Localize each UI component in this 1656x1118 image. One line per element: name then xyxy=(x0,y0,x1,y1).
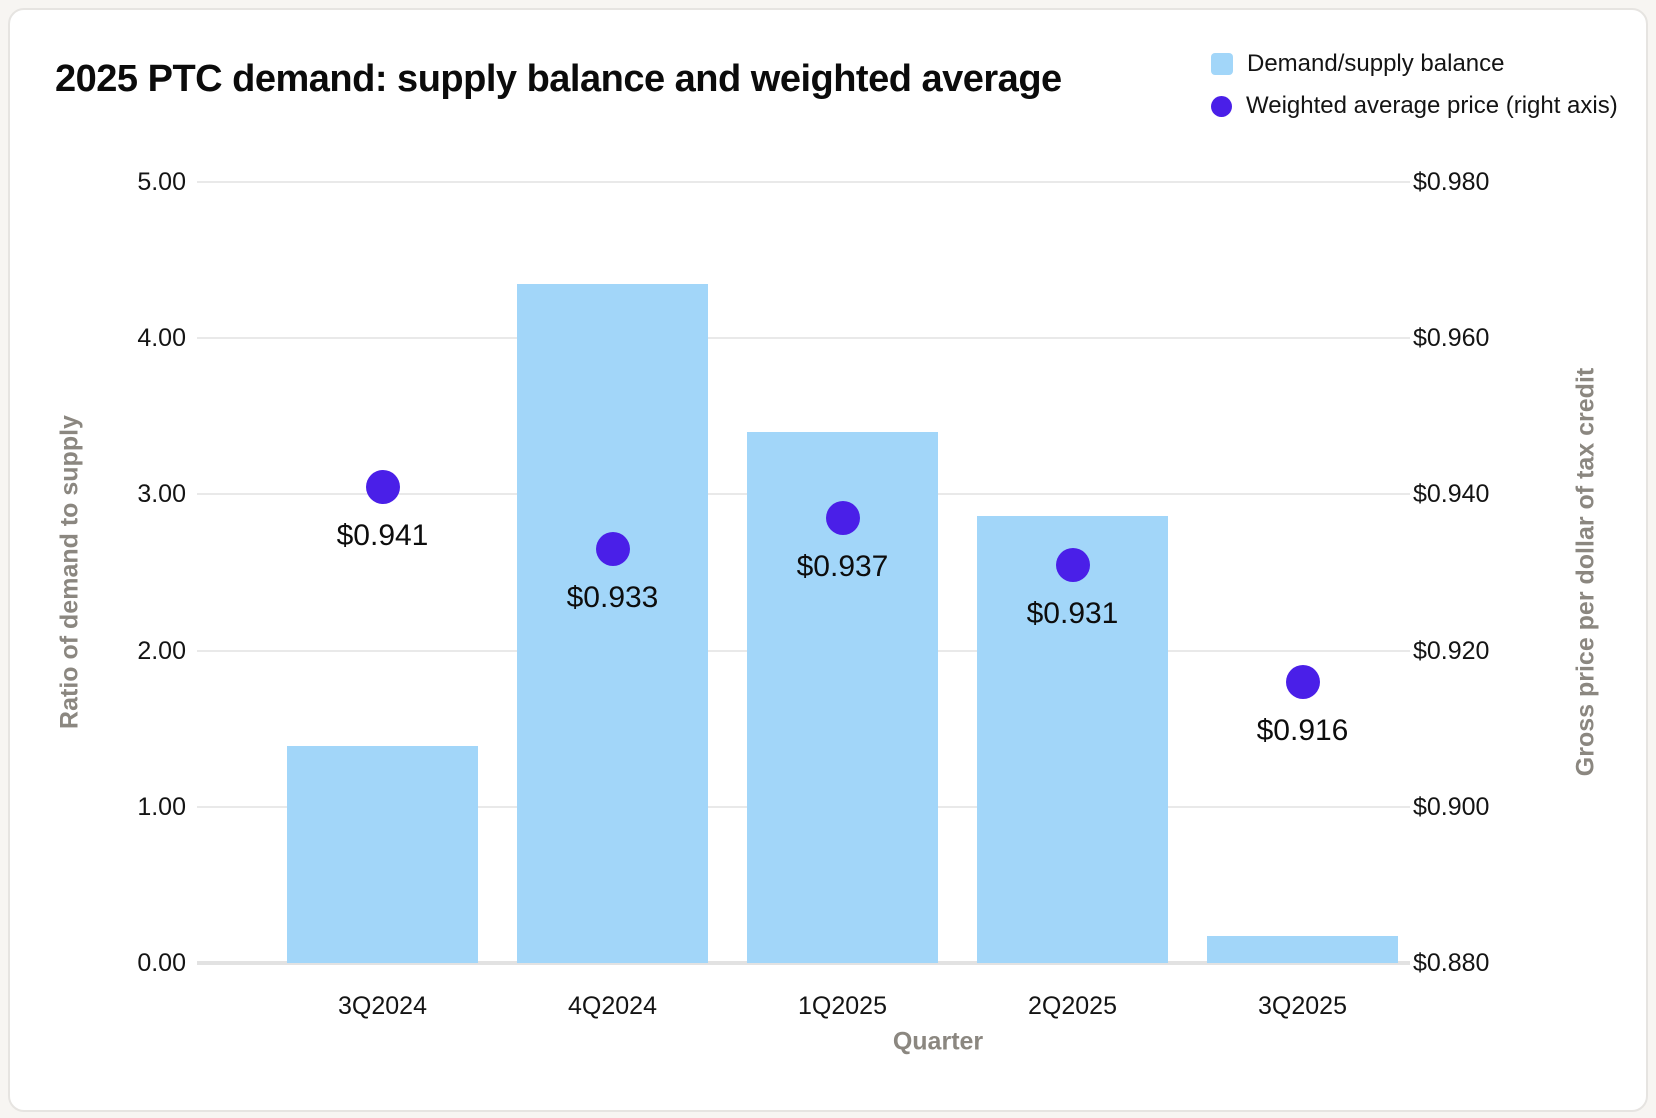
price-dot-label: $0.933 xyxy=(566,581,659,615)
legend-item-bars[interactable]: Demand/supply balance xyxy=(1211,50,1618,78)
price-dot[interactable] xyxy=(825,500,860,535)
price-dot-label: $0.937 xyxy=(796,549,889,583)
bar-swatch-icon xyxy=(1211,53,1233,75)
legend-item-dots[interactable]: Weighted average price (right axis) xyxy=(1211,92,1618,120)
price-dot-label: $0.941 xyxy=(336,518,429,552)
x-tick-label: 3Q2025 xyxy=(1258,992,1347,1020)
gridline xyxy=(197,961,1410,965)
x-axis-title: Quarter xyxy=(892,1027,984,1056)
right-axis-title: Gross price per dollar of tax credit xyxy=(1571,367,1600,777)
legend-label-dots: Weighted average price (right axis) xyxy=(1246,92,1618,119)
x-tick-label: 2Q2025 xyxy=(1028,992,1117,1020)
bar[interactable] xyxy=(977,516,1168,963)
x-tick-label: 3Q2024 xyxy=(338,992,427,1020)
chart-title: 2025 PTC demand: supply balance and weig… xyxy=(55,58,1062,100)
bar[interactable] xyxy=(287,745,478,963)
y-tick-label-right: $0.980 xyxy=(1413,168,1490,196)
legend-label-bars: Demand/supply balance xyxy=(1247,50,1505,77)
legend: Demand/supply balance Weighted average p… xyxy=(1211,50,1618,120)
y-tick-label-left: 5.00 xyxy=(137,168,186,196)
x-tick-label: 4Q2024 xyxy=(568,992,657,1020)
price-dot-label: $0.931 xyxy=(1026,596,1119,630)
y-tick-label-right: $0.920 xyxy=(1413,636,1490,665)
y-tick-label-right: $0.940 xyxy=(1413,480,1490,509)
y-tick-label-left: 0.00 xyxy=(137,949,186,977)
price-dot-label: $0.916 xyxy=(1256,713,1349,747)
y-tick-label-right: $0.880 xyxy=(1413,949,1490,977)
y-tick-label-right: $0.960 xyxy=(1413,324,1490,353)
price-dot[interactable] xyxy=(595,532,630,567)
gridline xyxy=(197,337,1410,340)
y-tick-label-right: $0.900 xyxy=(1413,792,1490,821)
price-dot[interactable] xyxy=(1285,664,1320,699)
bar[interactable] xyxy=(517,283,708,963)
left-axis-title: Ratio of demand to supply xyxy=(55,415,84,729)
bar[interactable] xyxy=(1207,936,1398,963)
y-tick-label-left: 3.00 xyxy=(137,480,186,509)
y-tick-label-left: 4.00 xyxy=(137,324,186,353)
dot-swatch-icon xyxy=(1211,95,1232,117)
x-tick-label: 1Q2025 xyxy=(798,992,887,1020)
y-tick-label-left: 2.00 xyxy=(137,636,186,665)
price-dot[interactable] xyxy=(1055,547,1090,582)
gridline xyxy=(197,181,1410,183)
y-tick-label-left: 1.00 xyxy=(137,792,186,821)
price-dot[interactable] xyxy=(365,469,400,504)
